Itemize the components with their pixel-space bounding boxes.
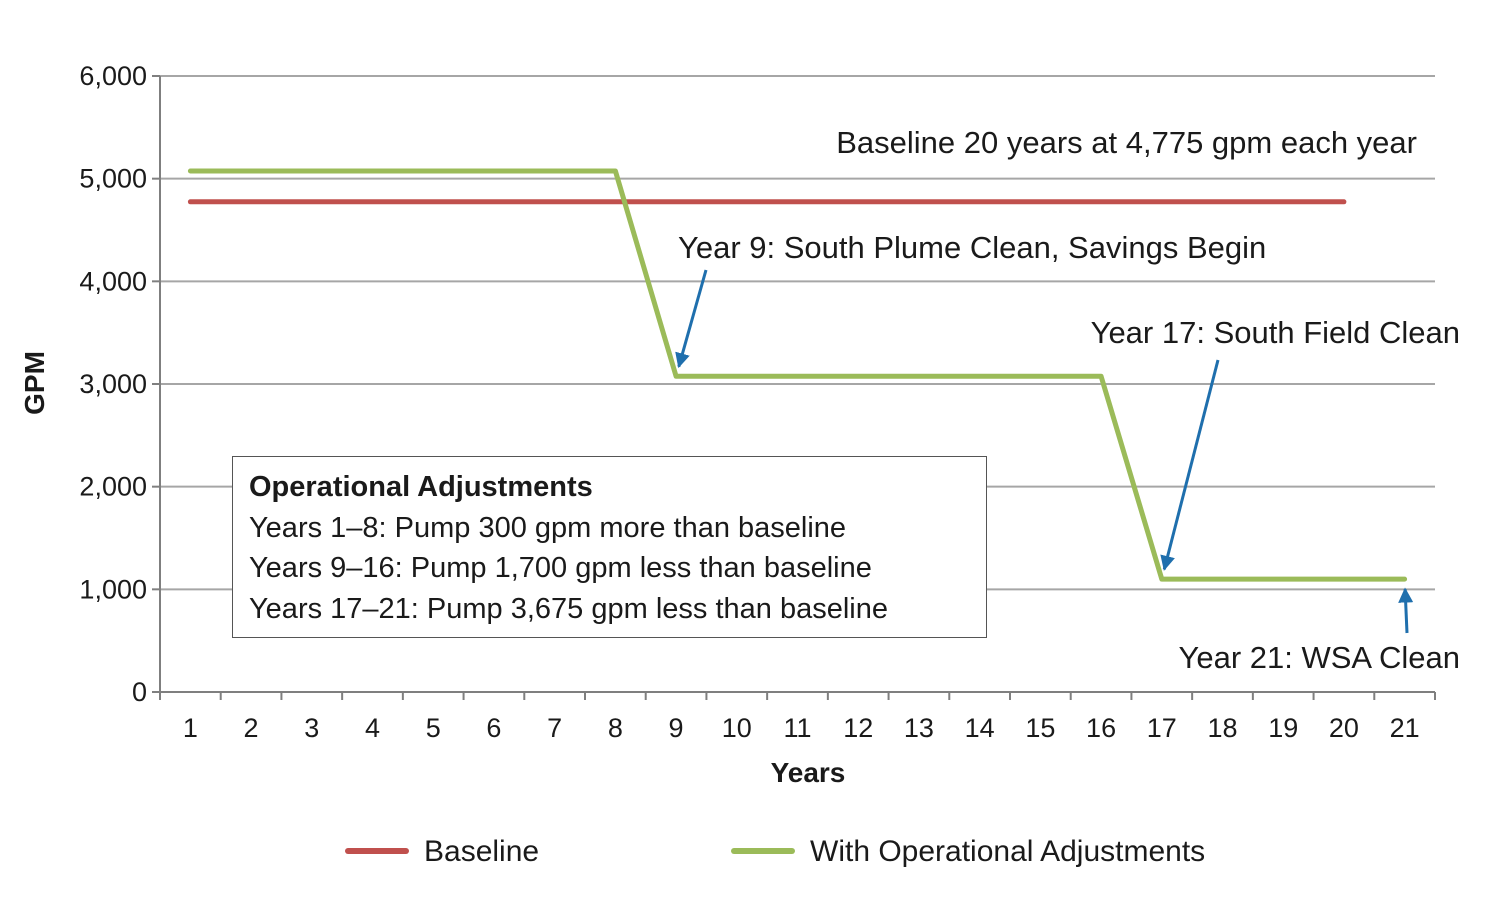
legend-label: Baseline xyxy=(424,835,539,868)
x-tick-label: 21 xyxy=(1390,713,1420,743)
operational-adjustments-textbox: Operational Adjustments Years 1–8: Pump … xyxy=(232,456,987,638)
textbox-line: Years 9–16: Pump 1,700 gpm less than bas… xyxy=(249,552,872,584)
x-tick-label: 18 xyxy=(1207,713,1237,743)
x-tick-label: 2 xyxy=(244,713,259,743)
y-tick-label: 1,000 xyxy=(79,574,147,604)
x-tick-label: 16 xyxy=(1086,713,1116,743)
x-tick-label: 4 xyxy=(365,713,380,743)
x-tick-label: 10 xyxy=(722,713,752,743)
x-tick-label: 12 xyxy=(843,713,873,743)
y-tick-label: 4,000 xyxy=(79,266,147,296)
x-tick-label: 6 xyxy=(486,713,501,743)
annotations: Baseline 20 years at 4,775 gpm each year… xyxy=(675,125,1460,675)
x-tick-label: 20 xyxy=(1329,713,1359,743)
legend-label: With Operational Adjustments xyxy=(810,835,1205,868)
x-tick-label: 11 xyxy=(783,713,811,743)
y-tick-label: 6,000 xyxy=(79,61,147,91)
annotation-label: Baseline 20 years at 4,775 gpm each year xyxy=(836,125,1417,160)
annotation-arrow xyxy=(1160,359,1220,571)
x-tick-label: 15 xyxy=(1025,713,1055,743)
x-tick-label: 9 xyxy=(669,713,684,743)
x-tick-label: 17 xyxy=(1147,713,1177,743)
textbox-line: Years 17–21: Pump 3,675 gpm less than ba… xyxy=(249,592,888,625)
x-tick-label: 19 xyxy=(1268,713,1298,743)
legend: Baseline With Operational Adjustments xyxy=(345,835,1205,868)
y-axis-title: GPM xyxy=(19,351,50,415)
x-tick-label: 3 xyxy=(304,713,319,743)
x-tick-label: 8 xyxy=(608,713,623,743)
y-tick-label: 2,000 xyxy=(79,472,147,502)
textbox-title: Operational Adjustments xyxy=(249,471,593,503)
series-lines xyxy=(187,168,1408,582)
annotation-arrow xyxy=(675,269,708,369)
y-tick-label: 3,000 xyxy=(79,369,147,399)
annotation-arrow xyxy=(1398,587,1414,634)
x-tick-label: 13 xyxy=(904,713,934,743)
y-tick-label: 0 xyxy=(132,677,147,707)
annotation-label: Year 9: South Plume Clean, Savings Begin xyxy=(678,230,1266,265)
x-tick-label: 5 xyxy=(426,713,441,743)
textbox-line: Years 1–8: Pump 300 gpm more than baseli… xyxy=(249,511,847,544)
series-line xyxy=(187,168,1408,582)
x-axis-title: Years xyxy=(771,757,846,788)
annotation-label: Year 17: South Field Clean xyxy=(1091,315,1460,350)
x-tick-label: 1 xyxy=(183,713,198,743)
x-tick-label: 7 xyxy=(547,713,562,743)
y-tick-label: 5,000 xyxy=(79,164,147,194)
x-tick-label: 14 xyxy=(965,713,995,743)
annotation-label: Year 21: WSA Clean xyxy=(1179,640,1460,675)
